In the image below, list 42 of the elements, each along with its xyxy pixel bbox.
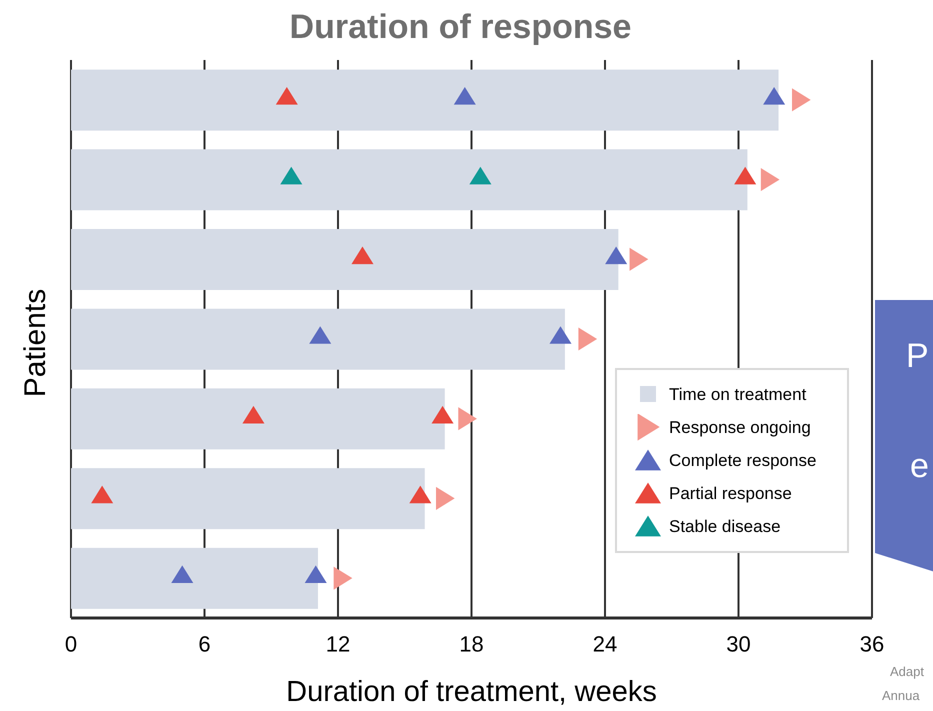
chart-title: Duration of response — [288, 8, 632, 47]
bar — [71, 388, 445, 450]
point — [276, 87, 298, 105]
x-tick-label: 12 — [326, 632, 350, 657]
point — [469, 166, 492, 184]
point — [409, 486, 432, 504]
legend-label: Time on treatment — [669, 384, 806, 404]
legend-label: Stable disease — [669, 516, 781, 536]
bar — [71, 468, 425, 530]
x-tick-label: 30 — [726, 632, 751, 657]
legend-label: Complete response — [669, 450, 816, 470]
point — [605, 246, 628, 264]
point — [763, 87, 786, 105]
legend-label: Response ongoing — [669, 418, 811, 438]
y-axis-title: Patients — [19, 288, 52, 400]
bar — [71, 308, 565, 370]
point — [91, 486, 114, 504]
point — [432, 406, 454, 424]
point — [550, 326, 572, 344]
bar — [71, 70, 779, 131]
point — [304, 565, 327, 583]
bar — [71, 548, 318, 609]
x-tick-label: 36 — [860, 632, 884, 657]
x-tick-label: 0 — [64, 632, 78, 657]
point — [242, 406, 264, 424]
x-tick-label: 6 — [198, 632, 211, 657]
text: Adapt — [890, 664, 924, 679]
text: P — [906, 337, 929, 375]
bar — [71, 149, 748, 210]
point — [309, 326, 332, 344]
point — [734, 166, 756, 184]
text: e — [910, 447, 929, 485]
bar — [71, 228, 618, 290]
point — [171, 565, 194, 583]
x-axis-title: Duration of treatment, weeks — [286, 676, 657, 708]
x-tick-label: 18 — [459, 632, 484, 657]
point — [351, 246, 374, 264]
x-tick-label: 24 — [592, 632, 618, 657]
legend-label: Partial response — [669, 484, 792, 504]
point — [454, 87, 476, 105]
text: Annua — [882, 688, 920, 703]
point — [280, 166, 302, 184]
